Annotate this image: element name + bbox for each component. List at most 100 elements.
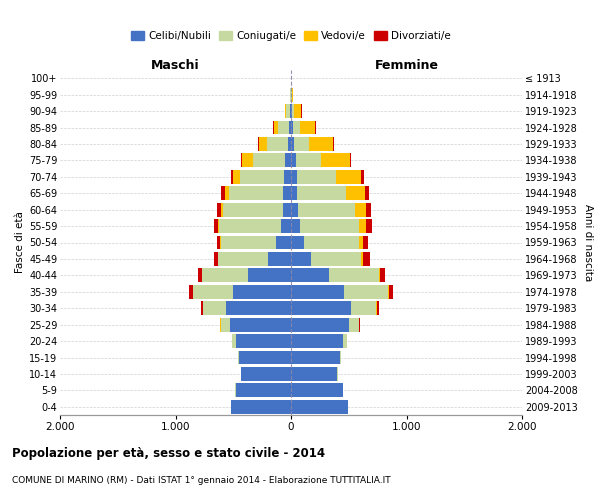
- Bar: [285, 104, 286, 118]
- Bar: [291, 104, 292, 118]
- Text: Popolazione per età, sesso e stato civile - 2014: Popolazione per età, sesso e stato civil…: [12, 448, 325, 460]
- Bar: [361, 252, 363, 266]
- Bar: [291, 384, 343, 398]
- Bar: [293, 120, 300, 134]
- Bar: [321, 154, 350, 168]
- Bar: [359, 219, 366, 233]
- Bar: [295, 104, 301, 118]
- Bar: [223, 202, 283, 216]
- Text: COMUNE DI MARINO (RM) - Dati ISTAT 1° gennaio 2014 - Elaborazione TUTTITALIA.IT: COMUNE DI MARINO (RM) - Dati ISTAT 1° ge…: [12, 476, 391, 485]
- Y-axis label: Anni di nascita: Anni di nascita: [583, 204, 593, 281]
- Bar: [294, 137, 309, 151]
- Bar: [281, 219, 291, 233]
- Bar: [203, 301, 226, 315]
- Bar: [361, 170, 364, 184]
- Legend: Celibi/Nubili, Coniugati/e, Vedovi/e, Divorziati/e: Celibi/Nubili, Coniugati/e, Vedovi/e, Di…: [127, 27, 455, 46]
- Bar: [214, 219, 218, 233]
- Bar: [284, 170, 291, 184]
- Bar: [291, 285, 344, 299]
- Bar: [315, 120, 316, 134]
- Bar: [366, 202, 371, 216]
- Bar: [224, 186, 229, 200]
- Bar: [221, 202, 223, 216]
- Text: Femmine: Femmine: [374, 60, 439, 72]
- Bar: [291, 219, 300, 233]
- Bar: [226, 301, 291, 315]
- Bar: [233, 170, 240, 184]
- Bar: [287, 137, 291, 151]
- Bar: [201, 301, 203, 315]
- Bar: [217, 236, 220, 250]
- Bar: [343, 334, 347, 348]
- Bar: [333, 137, 334, 151]
- Bar: [292, 104, 295, 118]
- Bar: [242, 154, 253, 168]
- Bar: [267, 137, 287, 151]
- Bar: [193, 285, 233, 299]
- Bar: [268, 252, 291, 266]
- Bar: [231, 170, 233, 184]
- Bar: [363, 252, 370, 266]
- Bar: [291, 202, 298, 216]
- Bar: [291, 170, 297, 184]
- Bar: [291, 137, 294, 151]
- Bar: [350, 154, 351, 168]
- Bar: [362, 236, 368, 250]
- Bar: [291, 120, 293, 134]
- Bar: [296, 154, 321, 168]
- Bar: [202, 268, 248, 282]
- Bar: [241, 367, 291, 381]
- Bar: [291, 252, 311, 266]
- Bar: [259, 137, 267, 151]
- Bar: [346, 186, 365, 200]
- Bar: [344, 285, 388, 299]
- Bar: [290, 104, 291, 118]
- Bar: [218, 252, 268, 266]
- Bar: [311, 252, 361, 266]
- Bar: [291, 236, 304, 250]
- Bar: [239, 350, 291, 364]
- Bar: [349, 318, 359, 332]
- Bar: [229, 186, 283, 200]
- Bar: [276, 236, 291, 250]
- Bar: [336, 170, 361, 184]
- Bar: [278, 120, 289, 134]
- Bar: [283, 202, 291, 216]
- Bar: [329, 268, 379, 282]
- Bar: [236, 334, 291, 348]
- Y-axis label: Fasce di età: Fasce di età: [14, 212, 25, 274]
- Bar: [248, 268, 291, 282]
- Bar: [291, 186, 298, 200]
- Bar: [377, 301, 379, 315]
- Bar: [240, 170, 284, 184]
- Bar: [198, 268, 202, 282]
- Bar: [292, 88, 293, 102]
- Bar: [221, 186, 224, 200]
- Bar: [366, 219, 372, 233]
- Bar: [309, 137, 333, 151]
- Bar: [286, 104, 290, 118]
- Bar: [221, 318, 230, 332]
- Bar: [291, 400, 347, 414]
- Bar: [233, 285, 291, 299]
- Bar: [304, 236, 359, 250]
- Bar: [297, 170, 336, 184]
- Bar: [236, 384, 291, 398]
- Bar: [359, 236, 362, 250]
- Bar: [340, 350, 341, 364]
- Text: Maschi: Maschi: [151, 60, 200, 72]
- Bar: [300, 120, 315, 134]
- Bar: [214, 252, 218, 266]
- Bar: [218, 219, 220, 233]
- Bar: [379, 268, 380, 282]
- Bar: [189, 285, 193, 299]
- Bar: [230, 318, 291, 332]
- Bar: [291, 154, 296, 168]
- Bar: [351, 301, 376, 315]
- Bar: [238, 350, 239, 364]
- Bar: [298, 186, 346, 200]
- Bar: [231, 400, 291, 414]
- Bar: [359, 318, 360, 332]
- Bar: [274, 120, 278, 134]
- Bar: [217, 202, 221, 216]
